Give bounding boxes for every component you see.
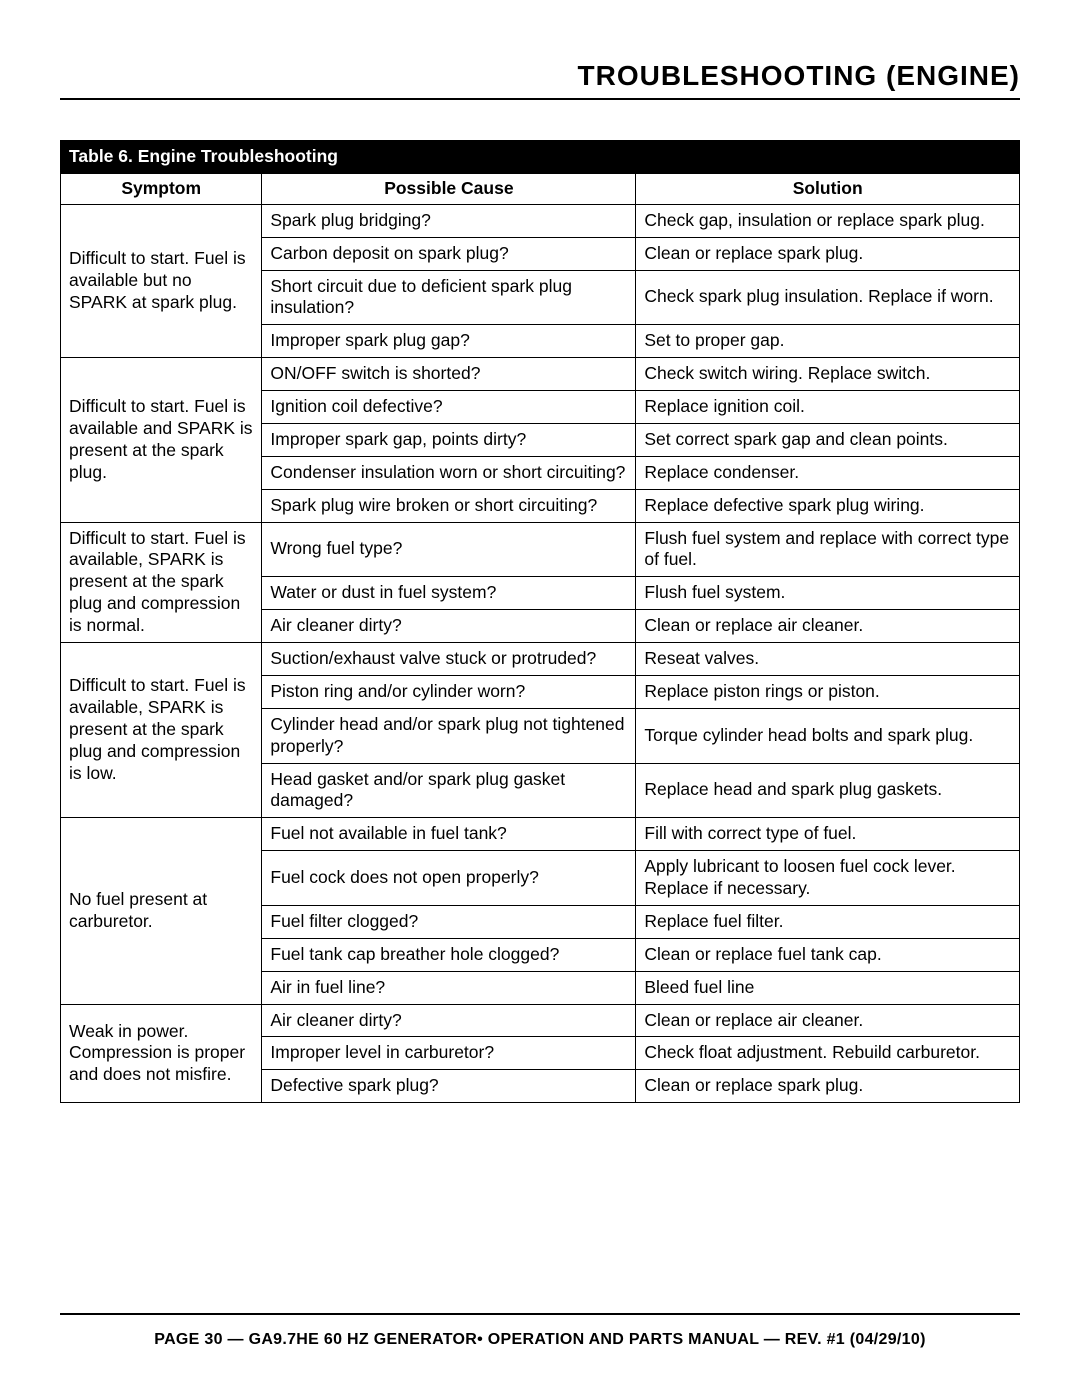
cause-cell: Spark plug wire broken or short circuiti… [262,489,636,522]
cause-cell: Defective spark plug? [262,1070,636,1103]
cause-cell: ON/OFF switch is shorted? [262,358,636,391]
table-row: Weak in power. Compression is proper and… [61,1004,1020,1037]
solution-cell: Replace condenser. [636,456,1020,489]
symptom-cell: No fuel present at carburetor. [61,818,262,1004]
solution-cell: Check gap, insulation or replace spark p… [636,204,1020,237]
title-rule [60,98,1020,100]
table-row: Difficult to start. Fuel is available, S… [61,643,1020,676]
footer-rule [60,1313,1020,1315]
solution-cell: Clean or replace air cleaner. [636,1004,1020,1037]
cause-cell: Fuel not available in fuel tank? [262,818,636,851]
cause-cell: Suction/exhaust valve stuck or protruded… [262,643,636,676]
page: TROUBLESHOOTING (ENGINE) Table 6. Engine… [0,0,1080,1397]
symptom-cell: Difficult to start. Fuel is available an… [61,358,262,522]
solution-cell: Flush fuel system. [636,577,1020,610]
cause-cell: Piston ring and/or cylinder worn? [262,675,636,708]
cause-cell: Improper spark plug gap? [262,325,636,358]
cause-cell: Ignition coil defective? [262,391,636,424]
table-row: Difficult to start. Fuel is available an… [61,358,1020,391]
table-caption: Table 6. Engine Troubleshooting [61,141,1020,174]
cause-cell: Fuel tank cap breather hole clogged? [262,938,636,971]
cause-cell: Condenser insulation worn or short circu… [262,456,636,489]
solution-cell: Replace fuel filter. [636,905,1020,938]
col-header-solution: Solution [636,173,1020,204]
solution-cell: Bleed fuel line [636,971,1020,1004]
cause-cell: Carbon deposit on spark plug? [262,237,636,270]
troubleshooting-table: Table 6. Engine Troubleshooting Symptom … [60,140,1020,1103]
symptom-cell: Weak in power. Compression is proper and… [61,1004,262,1103]
solution-cell: Set correct spark gap and clean points. [636,423,1020,456]
solution-cell: Check spark plug insulation. Replace if … [636,270,1020,325]
col-header-cause: Possible Cause [262,173,636,204]
solution-cell: Check float adjustment. Rebuild carburet… [636,1037,1020,1070]
solution-cell: Reseat valves. [636,643,1020,676]
solution-cell: Clean or replace fuel tank cap. [636,938,1020,971]
page-title: TROUBLESHOOTING (ENGINE) [60,60,1020,92]
cause-cell: Water or dust in fuel system? [262,577,636,610]
cause-cell: Air cleaner dirty? [262,1004,636,1037]
cause-cell: Short circuit due to deficient spark plu… [262,270,636,325]
page-footer: PAGE 30 — GA9.7HE 60 HZ GENERATOR• OPERA… [60,1331,1020,1349]
solution-cell: Clean or replace air cleaner. [636,610,1020,643]
solution-cell: Check switch wiring. Replace switch. [636,358,1020,391]
cause-cell: Air in fuel line? [262,971,636,1004]
solution-cell: Clean or replace spark plug. [636,1070,1020,1103]
table-row: Difficult to start. Fuel is available, S… [61,522,1020,577]
cause-cell: Spark plug bridging? [262,204,636,237]
symptom-cell: Difficult to start. Fuel is available, S… [61,522,262,643]
col-header-symptom: Symptom [61,173,262,204]
table-caption-row: Table 6. Engine Troubleshooting [61,141,1020,174]
solution-cell: Flush fuel system and replace with corre… [636,522,1020,577]
solution-cell: Torque cylinder head bolts and spark plu… [636,708,1020,763]
solution-cell: Replace ignition coil. [636,391,1020,424]
cause-cell: Air cleaner dirty? [262,610,636,643]
symptom-cell: Difficult to start. Fuel is available bu… [61,204,262,357]
solution-cell: Replace defective spark plug wiring. [636,489,1020,522]
solution-cell: Clean or replace spark plug. [636,237,1020,270]
table-header-row: Symptom Possible Cause Solution [61,173,1020,204]
solution-cell: Replace head and spark plug gaskets. [636,763,1020,818]
cause-cell: Fuel filter clogged? [262,905,636,938]
solution-cell: Replace piston rings or piston. [636,675,1020,708]
solution-cell: Set to proper gap. [636,325,1020,358]
solution-cell: Apply lubricant to loosen fuel cock leve… [636,851,1020,906]
cause-cell: Head gasket and/or spark plug gasket dam… [262,763,636,818]
cause-cell: Fuel cock does not open properly? [262,851,636,906]
table-row: Difficult to start. Fuel is available bu… [61,204,1020,237]
solution-cell: Fill with correct type of fuel. [636,818,1020,851]
table-row: No fuel present at carburetor.Fuel not a… [61,818,1020,851]
cause-cell: Improper level in carburetor? [262,1037,636,1070]
cause-cell: Cylinder head and/or spark plug not tigh… [262,708,636,763]
cause-cell: Wrong fuel type? [262,522,636,577]
cause-cell: Improper spark gap, points dirty? [262,423,636,456]
symptom-cell: Difficult to start. Fuel is available, S… [61,643,262,818]
